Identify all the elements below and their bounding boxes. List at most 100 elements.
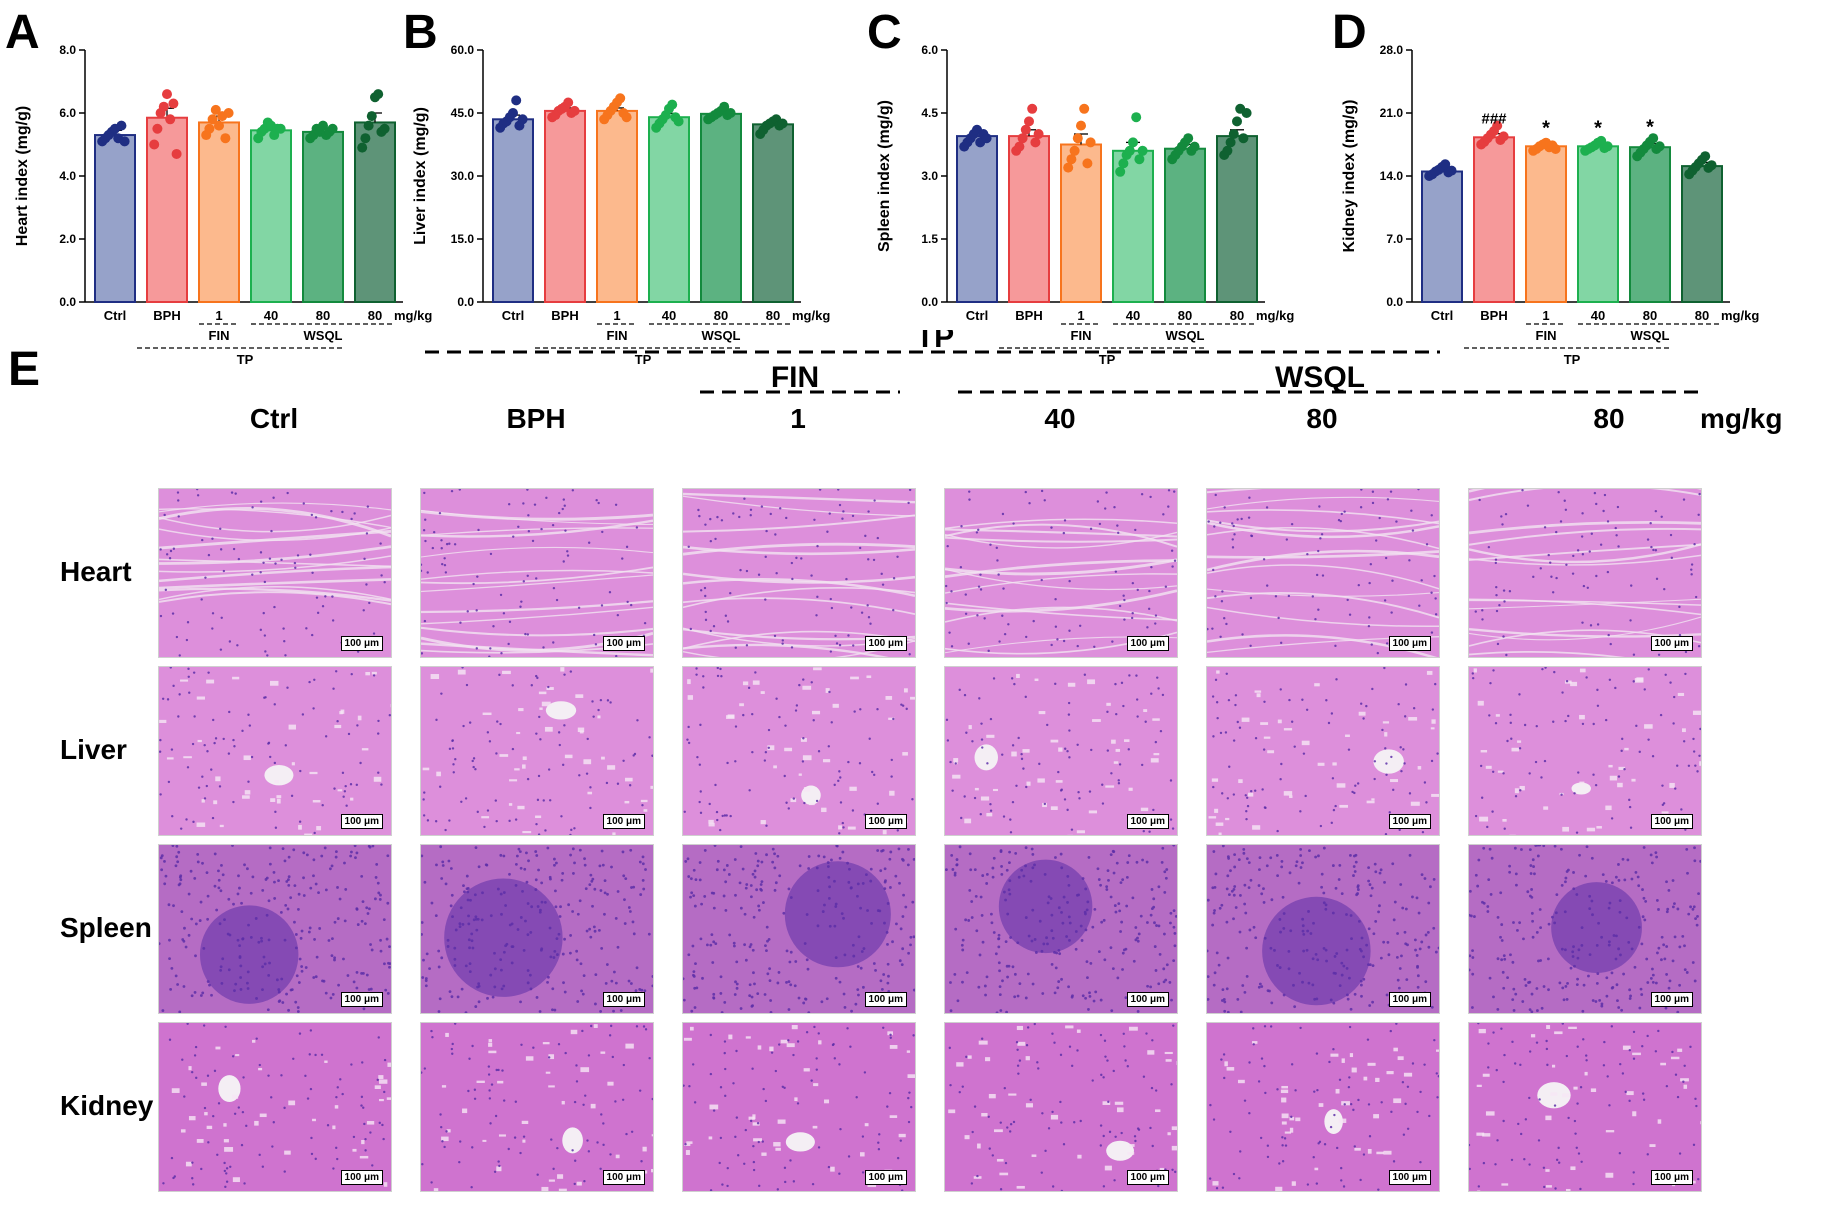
nucleus xyxy=(211,816,215,820)
nucleus xyxy=(1276,964,1279,967)
nucleus xyxy=(610,979,614,983)
lumen-fleck xyxy=(887,1031,893,1036)
nucleus xyxy=(716,674,720,678)
lumen-fleck xyxy=(430,674,440,679)
nucleus xyxy=(353,512,356,515)
micrograph-spleen-2: 100 μm xyxy=(420,844,654,1014)
nucleus xyxy=(720,519,724,522)
nucleus xyxy=(1585,1059,1588,1062)
nucleus xyxy=(286,686,289,689)
nucleus xyxy=(534,878,538,882)
nucleus xyxy=(838,856,842,860)
nucleus xyxy=(1123,598,1126,602)
nucleus xyxy=(1099,1033,1103,1037)
nucleus xyxy=(293,884,297,888)
nucleus xyxy=(739,568,742,572)
nucleus xyxy=(813,1025,816,1029)
nucleus xyxy=(578,899,582,903)
lumen-fleck xyxy=(564,754,573,759)
nucleus xyxy=(1269,946,1273,950)
nucleus xyxy=(867,616,871,619)
nucleus xyxy=(571,1149,574,1152)
muscle-fiber-gap xyxy=(1469,616,1701,641)
nucleus xyxy=(693,904,697,908)
nucleus xyxy=(1232,524,1235,528)
nucleus xyxy=(710,933,714,937)
nucleus xyxy=(810,681,813,684)
nucleus xyxy=(441,864,445,867)
nucleus xyxy=(1067,915,1071,919)
nucleus xyxy=(196,494,200,497)
nucleus xyxy=(1657,653,1661,657)
nucleus xyxy=(826,865,830,868)
data-point xyxy=(1137,145,1148,156)
nucleus xyxy=(1650,545,1653,549)
nucleus xyxy=(1531,858,1535,862)
nucleus xyxy=(213,741,216,745)
muscle-fiber-gap xyxy=(1469,489,1701,502)
nucleus xyxy=(538,1010,542,1013)
muscle-fiber-gap xyxy=(1207,588,1439,597)
nucleus xyxy=(1415,896,1419,900)
nucleus xyxy=(1214,595,1217,598)
nucleus xyxy=(1362,1153,1366,1156)
nucleus xyxy=(953,873,957,877)
muscle-fiber-gap xyxy=(945,573,1177,594)
nucleus xyxy=(1137,932,1141,936)
nucleus xyxy=(1134,1139,1137,1143)
nucleus xyxy=(1362,977,1366,981)
muscle-fiber-gap xyxy=(159,506,391,538)
data-point xyxy=(210,104,221,115)
nucleus xyxy=(193,876,197,880)
nucleus xyxy=(1312,921,1315,925)
nucleus xyxy=(1158,953,1162,956)
nucleus xyxy=(1111,849,1115,853)
data-point xyxy=(204,123,215,134)
nucleus xyxy=(1632,680,1635,683)
nucleus xyxy=(1219,521,1222,524)
nucleus xyxy=(709,539,713,543)
nucleus xyxy=(1665,945,1669,948)
lumen-fleck xyxy=(215,776,221,782)
lumen-fleck xyxy=(1143,709,1148,713)
nucleus xyxy=(723,1051,726,1055)
nucleus xyxy=(891,940,894,944)
nucleus xyxy=(830,858,833,862)
nucleus xyxy=(976,614,979,617)
lumen-fleck xyxy=(1022,749,1030,753)
nucleus xyxy=(333,958,336,962)
nucleus xyxy=(377,1036,380,1039)
nucleus xyxy=(1676,1010,1680,1013)
nucleus xyxy=(1167,489,1171,492)
nucleus xyxy=(1279,778,1282,781)
nucleus xyxy=(314,975,318,979)
nucleus xyxy=(1004,898,1007,902)
nucleus xyxy=(1343,1103,1346,1106)
nucleus xyxy=(971,740,974,743)
nucleus xyxy=(341,1092,344,1096)
nucleus xyxy=(885,931,889,934)
lumen-fleck xyxy=(1283,791,1293,796)
nucleus xyxy=(785,949,789,953)
nucleus xyxy=(377,732,380,735)
nucleus xyxy=(1652,548,1655,552)
nucleus xyxy=(464,964,468,968)
nucleus xyxy=(1401,1081,1405,1084)
nucleus xyxy=(949,1009,953,1013)
lumen-fleck xyxy=(1584,1071,1588,1076)
lumen-fleck xyxy=(517,805,525,810)
nucleus xyxy=(543,900,547,904)
nucleus xyxy=(218,785,222,788)
nucleus xyxy=(211,612,215,615)
nucleus xyxy=(632,932,636,936)
nucleus xyxy=(1109,946,1113,950)
nucleus xyxy=(562,560,565,563)
nucleus xyxy=(526,777,530,781)
nucleus xyxy=(1659,713,1663,717)
nucleus xyxy=(1334,804,1337,808)
nucleus xyxy=(1542,985,1546,988)
nucleus xyxy=(867,510,870,513)
nucleus xyxy=(1261,788,1264,791)
lumen-fleck xyxy=(482,712,492,716)
nucleus xyxy=(785,516,788,520)
